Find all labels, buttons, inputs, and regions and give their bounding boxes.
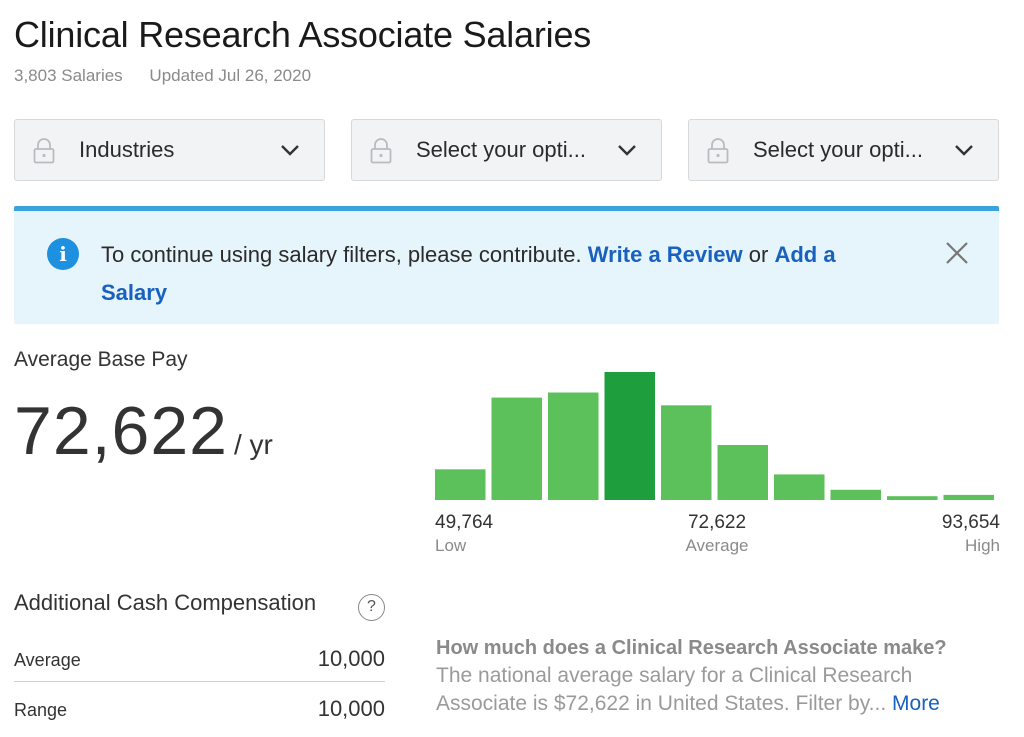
banner-connector: or bbox=[748, 242, 769, 267]
write-review-link[interactable]: Write a Review bbox=[587, 242, 743, 267]
salary-histogram bbox=[435, 372, 994, 500]
average-value: 72,622 bbox=[687, 512, 747, 533]
high-value: 93,654 bbox=[941, 512, 1000, 533]
low-marker: 49,764 Low bbox=[435, 512, 493, 556]
base-pay-number: 72,622 bbox=[14, 393, 228, 469]
option-filter-2[interactable]: Select your opti... bbox=[688, 119, 999, 181]
high-label: High bbox=[965, 536, 1000, 555]
histogram-bar bbox=[943, 494, 994, 500]
histogram-bar bbox=[774, 474, 825, 500]
chevron-down-icon bbox=[281, 145, 299, 156]
histogram-axis: 49,764 Low 72,622 Average 93,654 High bbox=[435, 512, 1000, 564]
chevron-down-icon bbox=[618, 145, 636, 156]
histogram-bar bbox=[435, 469, 486, 500]
histogram-bar bbox=[604, 372, 655, 500]
faq-answer-text: The national average salary for a Clinic… bbox=[436, 664, 913, 715]
filter-label: Select your opti... bbox=[416, 137, 586, 162]
row-label: Range bbox=[14, 700, 68, 720]
updated-date: Updated Jul 26, 2020 bbox=[149, 66, 312, 85]
high-marker: 93,654 High bbox=[942, 512, 1000, 556]
salary-faq: How much does a Clinical Research Associ… bbox=[436, 634, 996, 718]
page-meta: 3,803 Salaries Updated Jul 26, 2020 bbox=[14, 66, 311, 86]
additional-comp-title: Additional Cash Compensation bbox=[14, 590, 317, 615]
banner-message: To continue using salary filters, please… bbox=[101, 236, 891, 312]
page-title: Clinical Research Associate Salaries bbox=[14, 14, 592, 55]
base-pay-label: Average Base Pay bbox=[14, 348, 188, 371]
histogram-bar bbox=[887, 496, 938, 500]
low-value: 49,764 bbox=[435, 512, 494, 533]
histogram-bar bbox=[661, 405, 712, 500]
row-value: 10,000 bbox=[317, 646, 385, 671]
lock-icon bbox=[370, 138, 392, 164]
add-salary-link[interactable]: Add a Salary bbox=[101, 242, 836, 305]
table-row: Range 10,000 bbox=[14, 692, 385, 732]
divider bbox=[14, 681, 385, 682]
low-label: Low bbox=[435, 536, 467, 555]
filter-label: Select your opti... bbox=[753, 137, 923, 162]
histogram-bar bbox=[491, 397, 542, 500]
contribute-banner: i To continue using salary filters, plea… bbox=[14, 206, 999, 324]
base-pay-value: 72,622/ yr bbox=[14, 392, 273, 470]
lock-icon bbox=[707, 138, 729, 164]
histogram-bar bbox=[548, 392, 599, 500]
banner-text: To continue using salary filters, please… bbox=[101, 242, 582, 267]
faq-answer: The national average salary for a Clinic… bbox=[436, 662, 996, 718]
base-pay-unit: / yr bbox=[233, 429, 273, 460]
more-link[interactable]: More bbox=[892, 692, 940, 715]
close-icon[interactable] bbox=[945, 241, 969, 265]
table-row: Average 10,000 bbox=[14, 642, 385, 682]
chevron-down-icon bbox=[955, 145, 973, 156]
info-icon: i bbox=[47, 238, 79, 270]
faq-question: How much does a Clinical Research Associ… bbox=[436, 637, 947, 659]
average-label: Average bbox=[685, 536, 749, 555]
row-label: Average bbox=[14, 650, 81, 670]
histogram-bar bbox=[717, 445, 768, 500]
lock-icon bbox=[33, 138, 55, 164]
salary-count: 3,803 Salaries bbox=[14, 66, 123, 85]
industries-filter[interactable]: Industries bbox=[14, 119, 325, 181]
average-marker: 72,622 Average bbox=[655, 512, 779, 556]
row-value: 10,000 bbox=[317, 696, 385, 721]
histogram-bar bbox=[830, 489, 881, 500]
help-icon[interactable]: ? bbox=[358, 594, 385, 621]
filter-label: Industries bbox=[79, 137, 175, 162]
option-filter-1[interactable]: Select your opti... bbox=[351, 119, 662, 181]
